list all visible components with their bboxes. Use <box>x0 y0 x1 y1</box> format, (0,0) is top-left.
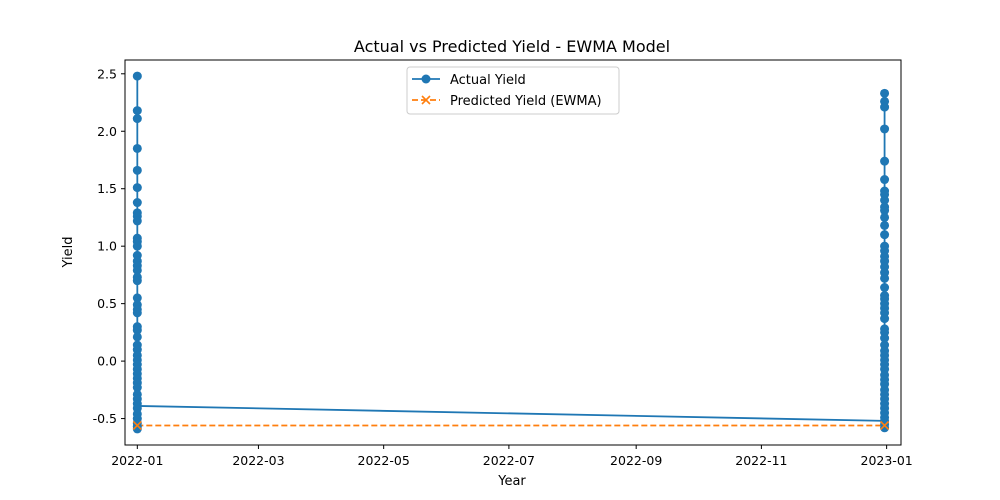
legend-actual-label: Actual Yield <box>450 73 526 88</box>
legend-predicted-marker <box>421 95 431 105</box>
y-tick-label: 0.0 <box>97 354 117 369</box>
actual-yield-point <box>132 383 142 393</box>
x-tick-label: 2022-05 <box>358 453 410 468</box>
x-tick-label: 2022-07 <box>483 453 535 468</box>
actual-yield-point <box>132 276 142 286</box>
y-tick-label: 0.5 <box>97 296 117 311</box>
actual-yield-point <box>132 183 142 193</box>
actual-yield-point <box>132 114 142 124</box>
actual-yield-point <box>132 265 142 275</box>
x-tick-label: 2022-01 <box>111 453 163 468</box>
x-tick-label: 2023-01 <box>861 453 913 468</box>
actual-yield-point <box>880 124 890 134</box>
actual-yield-point <box>880 283 890 293</box>
chart-title: Actual vs Predicted Yield - EWMA Model <box>354 37 670 56</box>
actual-yield-line-segment <box>137 405 885 422</box>
actual-yield-point <box>132 293 142 303</box>
plot-area-frame <box>124 59 902 446</box>
y-tick-label: 1.0 <box>97 239 117 254</box>
actual-yield-point <box>880 195 890 205</box>
actual-yield-point <box>132 106 142 116</box>
actual-yield-point <box>880 88 890 98</box>
actual-yield-point <box>880 333 890 343</box>
x-axis: 2022-01 2022-03 2022-05 2022-07 2022-09 2022-… <box>111 445 913 468</box>
predicted-yield-point <box>880 420 890 431</box>
actual-yield-point <box>880 423 890 433</box>
plot-marks <box>132 71 890 434</box>
x-tick-label: 2022-09 <box>610 453 662 468</box>
x-tick-label: 2022-03 <box>232 453 284 468</box>
y-axis-label: Yield <box>61 237 76 269</box>
actual-yield-point <box>880 273 890 283</box>
legend: Actual Yield Predicted Yield (EWMA) <box>406 66 620 115</box>
legend-box <box>406 66 620 115</box>
actual-yield-point <box>132 165 142 175</box>
x-tick-label: 2022-11 <box>735 453 787 468</box>
actual-yield-point <box>132 241 142 251</box>
y-tick-label: 2.5 <box>97 66 117 81</box>
legend-actual-marker <box>421 74 431 84</box>
actual-yield-point <box>880 212 890 222</box>
actual-yield-point <box>880 102 890 112</box>
x-marker-stroke <box>421 95 431 105</box>
y-tick-label: 2.0 <box>97 124 117 139</box>
actual-yield-point <box>132 308 142 318</box>
actual-yield-point <box>132 325 142 335</box>
x-axis-label: Year <box>497 474 526 489</box>
actual-yield-point <box>132 198 142 208</box>
actual-yield-point <box>132 332 142 342</box>
actual-yield-point <box>132 71 142 81</box>
x-marker-stroke <box>132 420 142 431</box>
legend-predicted-label: Predicted Yield (EWMA) <box>450 94 602 109</box>
y-axis: -0.5 0.0 0.5 1.0 1.5 2.0 2.5 <box>93 66 125 426</box>
actual-yield-point <box>880 230 890 240</box>
x-marker-stroke <box>880 420 890 431</box>
actual-yield-point <box>132 216 142 226</box>
actual-yield-point <box>880 175 890 185</box>
actual-yield-point <box>880 156 890 166</box>
actual-yield-point <box>880 314 890 324</box>
actual-yield-point <box>132 143 142 153</box>
y-tick-label: -0.5 <box>93 411 117 426</box>
predicted-yield-point <box>132 420 142 431</box>
actual-yield-point <box>880 206 890 216</box>
y-tick-label: 1.5 <box>97 181 117 196</box>
actual-yield-point <box>880 220 890 230</box>
